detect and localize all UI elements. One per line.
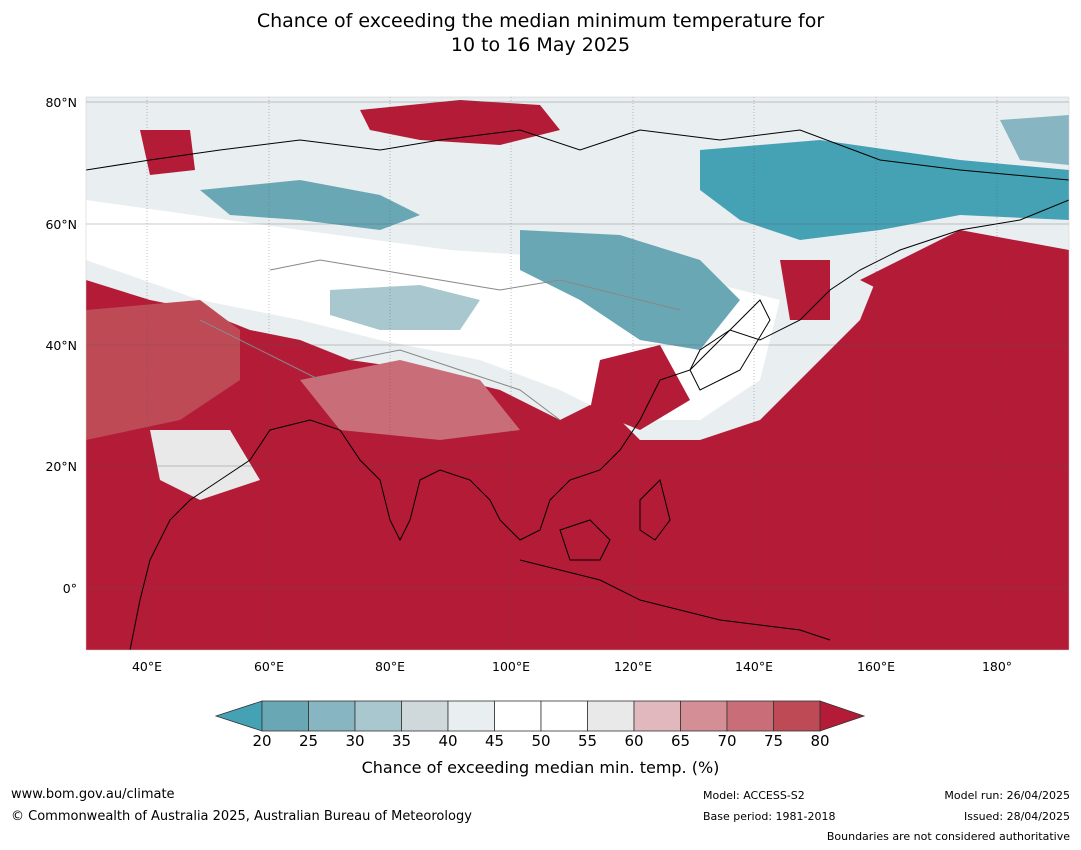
colorbar-segment — [494, 700, 542, 732]
colorbar-segment — [447, 700, 495, 732]
neutral-arabia — [150, 430, 260, 500]
model-info: Model: ACCESS-S2 — [703, 789, 805, 802]
cool-anomaly-central-asia — [520, 230, 740, 350]
lat-label-80n: 80°N — [45, 95, 77, 110]
probability-map — [85, 96, 1070, 651]
latitude-gridlines — [86, 101, 1069, 589]
lat-label-40n: 40°N — [45, 338, 77, 353]
colorbar-tick-label: 30 — [345, 732, 365, 750]
cool-anomaly-siberia — [700, 140, 1069, 240]
colorbar-tick-label: 35 — [391, 732, 412, 750]
colorbar-tick-label: 65 — [670, 732, 691, 750]
colorbar-tick-label: 40 — [438, 732, 458, 750]
country-borders — [199, 259, 681, 421]
warm-anomaly-east-china — [590, 345, 690, 430]
colorbar-under-triangle — [214, 700, 263, 732]
lon-label-160e: 160°E — [856, 659, 896, 674]
warm-anomaly-tibet — [300, 360, 520, 440]
warm-anomaly-arctic — [360, 100, 560, 145]
copyright-notice: © Commonwealth of Australia 2025, Austra… — [11, 809, 472, 824]
colorbar-tick-label: 25 — [298, 732, 319, 750]
colorbar-tick-label: 60 — [624, 732, 644, 750]
lat-label-20n: 20°N — [45, 459, 77, 474]
model-run-date: Model run: 26/04/2025 — [944, 789, 1070, 802]
colorbar-tick-label: 45 — [484, 732, 505, 750]
lat-label-0: 0° — [62, 581, 77, 596]
colorbar-tick-label: 20 — [252, 732, 272, 750]
warm-anomaly-scandinavia — [140, 130, 195, 175]
warm-anomaly-east-siberia — [780, 260, 830, 320]
colorbar-segment — [773, 700, 821, 732]
colorbar-segment — [680, 700, 728, 732]
colorbar-segment — [587, 700, 635, 732]
colorbar-tick-label: 80 — [810, 732, 830, 750]
bom-url-link[interactable]: www.bom.gov.au/climate — [11, 787, 175, 802]
colorbar-segment — [261, 700, 309, 732]
base-period-info: Base period: 1981-2018 — [703, 810, 836, 823]
colorbar-tick-label: 50 — [531, 732, 551, 750]
colorbar-over-triangle — [819, 700, 866, 732]
colorbar-segment — [726, 700, 774, 732]
issued-date: Issued: 28/04/2025 — [963, 810, 1070, 823]
lon-label-180: 180° — [981, 659, 1013, 674]
coastlines — [86, 129, 1069, 650]
lon-label-140e: 140°E — [734, 659, 774, 674]
warm-anomaly-southwest-asia — [86, 300, 240, 440]
colorbar-segment — [401, 700, 449, 732]
colorbar-tick-label: 70 — [717, 732, 737, 750]
cool-anomaly-west-siberia — [200, 180, 420, 230]
colorbar-label: Chance of exceeding median min. temp. (%… — [361, 758, 720, 777]
lat-label-60n: 60°N — [45, 217, 77, 232]
colorbar-tick-label: 55 — [577, 732, 598, 750]
lon-label-80e: 80°E — [374, 659, 406, 674]
cool-anomaly-mongolia — [330, 285, 480, 330]
colorbar-segments — [261, 700, 821, 732]
lon-label-120e: 120°E — [613, 659, 653, 674]
colorbar-segment — [354, 700, 402, 732]
lon-label-100e: 100°E — [491, 659, 531, 674]
longitude-gridlines — [146, 97, 998, 650]
colorbar-tick-label: 75 — [763, 732, 784, 750]
colorbar-segment — [308, 700, 356, 732]
map-title-line2: 10 to 16 May 2025 — [450, 34, 631, 56]
cool-anomaly-north-pacific — [1000, 115, 1069, 165]
boundaries-disclaimer: Boundaries are not considered authoritat… — [826, 830, 1070, 843]
colorbar-segment — [633, 700, 681, 732]
map-title-line1: Chance of exceeding the median minimum t… — [256, 10, 825, 32]
warm-anomaly-ne-pacific — [860, 230, 1069, 300]
colorbar-segment — [540, 700, 588, 732]
lon-label-40e: 40°E — [131, 659, 163, 674]
lon-label-60e: 60°E — [253, 659, 285, 674]
